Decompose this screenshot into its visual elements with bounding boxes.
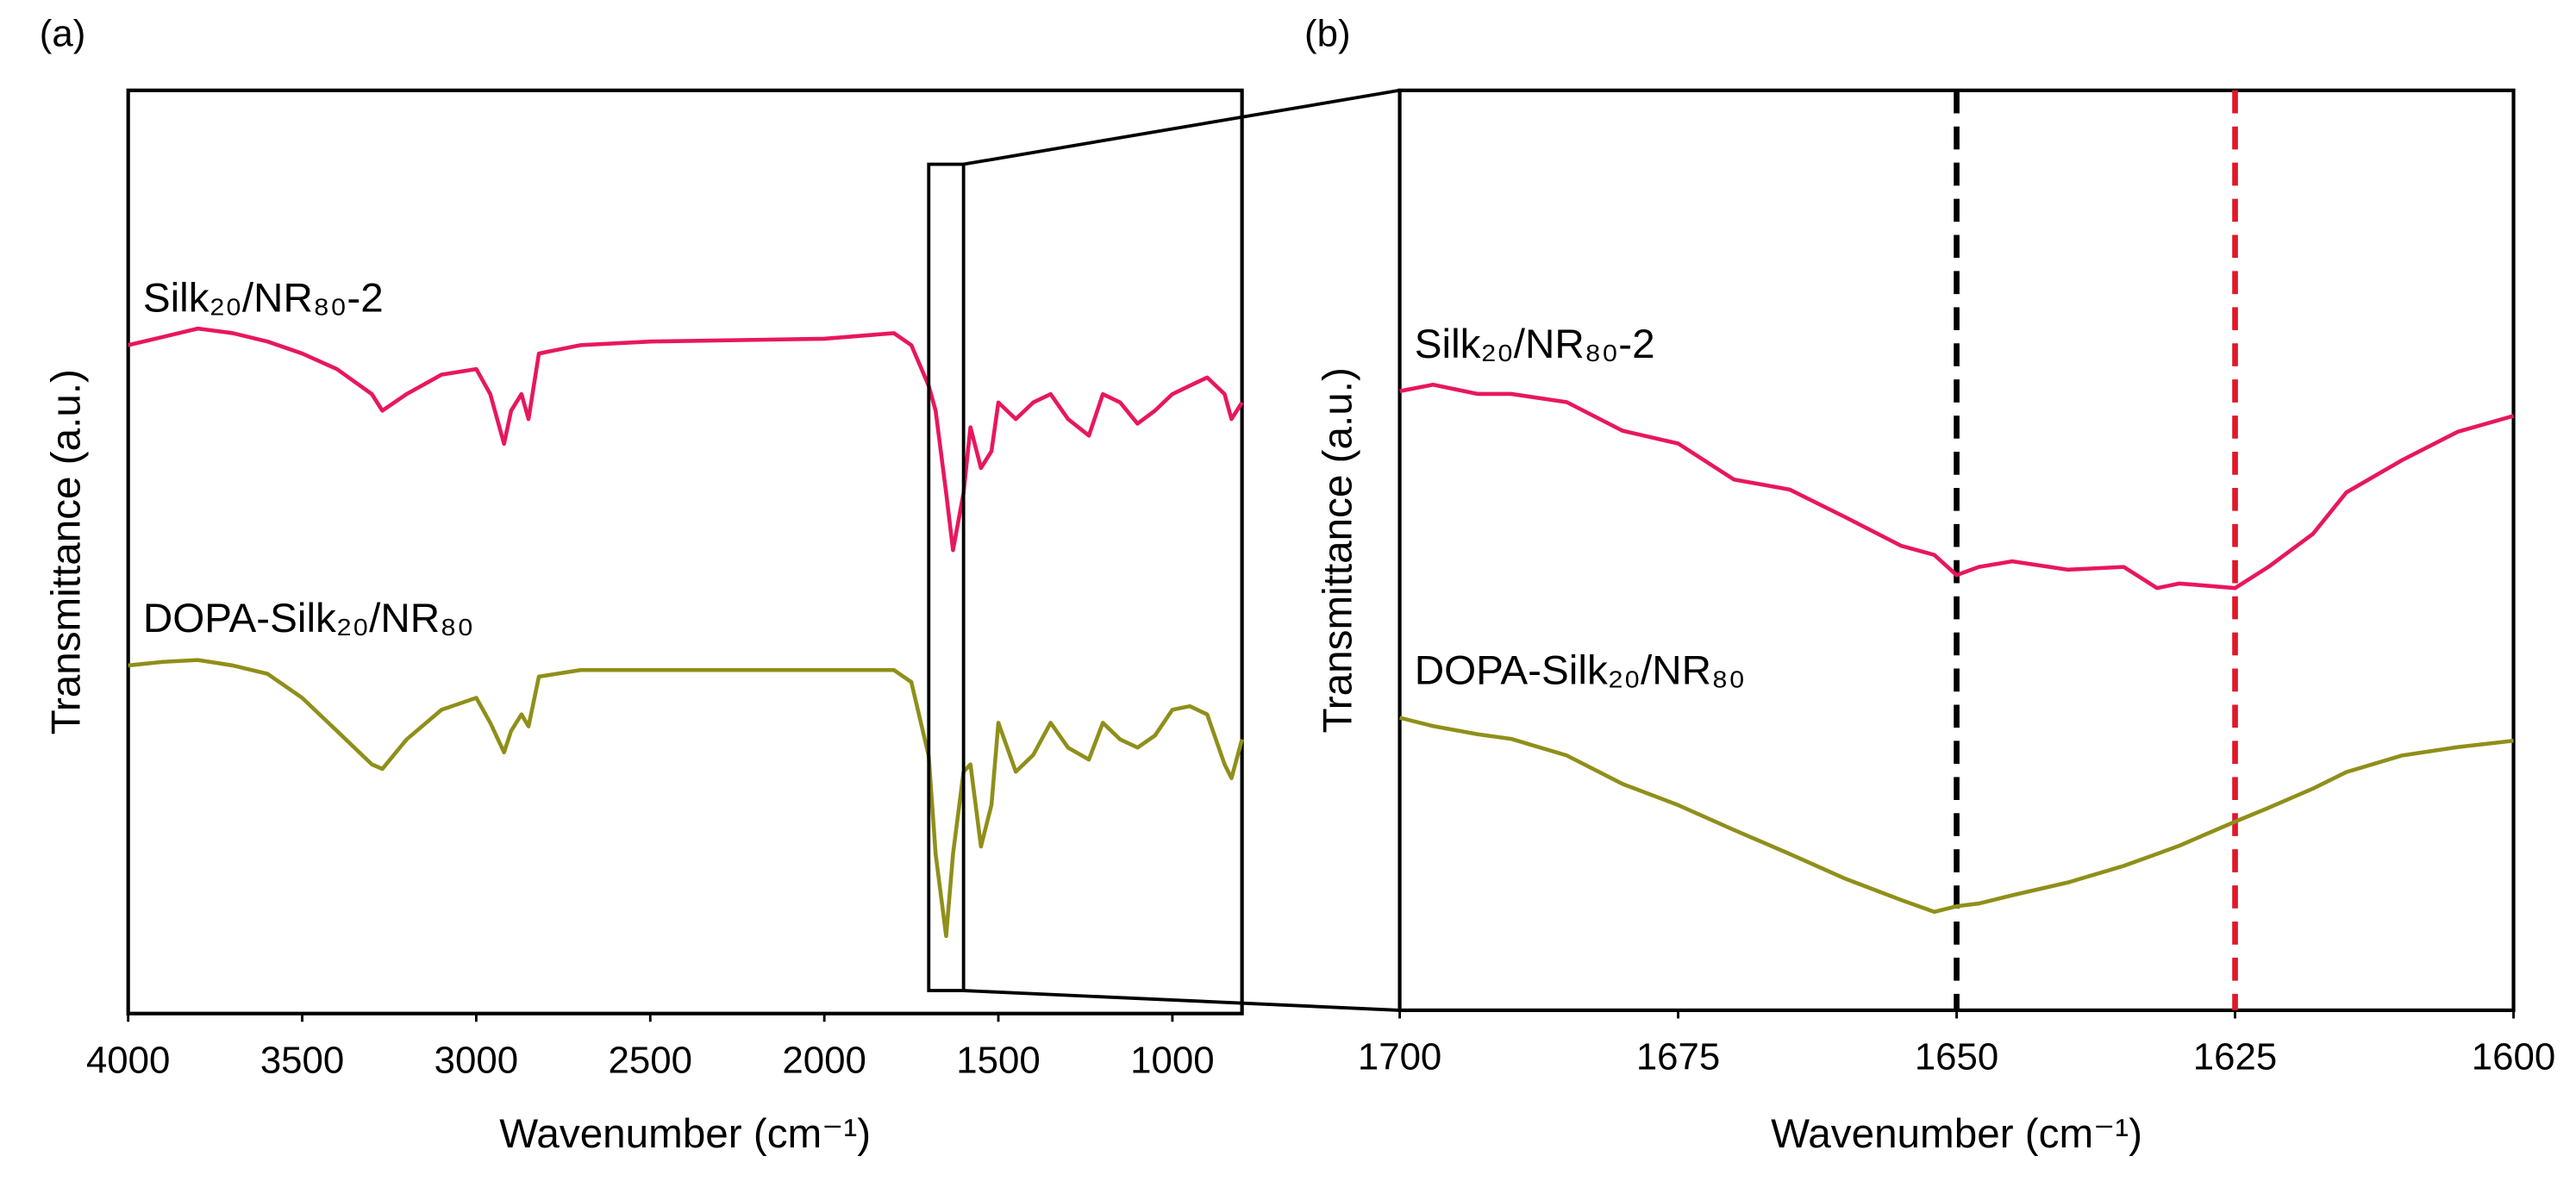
x-tick-label: 2000 xyxy=(782,1039,866,1081)
zoom-box xyxy=(927,162,966,992)
x-tick-label: 1600 xyxy=(2472,1036,2555,1078)
x-tick-label: 4000 xyxy=(86,1039,170,1081)
series-label: DOPA-Silk₂₀/NR₈₀ xyxy=(143,596,474,641)
plot-frame xyxy=(126,88,1244,1016)
x-tick-label: 3000 xyxy=(435,1039,518,1081)
series-line xyxy=(1399,382,2515,591)
y-axis-label: Transmittance (a.u.) xyxy=(44,369,90,734)
zoom-connector xyxy=(963,989,1400,1012)
x-tick-label: 2500 xyxy=(609,1039,692,1081)
series-line xyxy=(1399,716,2514,915)
x-axis-label: Wavenumber (cm⁻¹) xyxy=(1771,1111,2142,1157)
x-tick-label: 1500 xyxy=(956,1039,1040,1081)
x-axis-label: Wavenumber (cm⁻¹) xyxy=(499,1111,871,1157)
series-label: Silk₂₀/NR₈₀-2 xyxy=(143,276,384,322)
y-axis-label: Transmittance (a.u.) xyxy=(1316,367,1361,733)
x-tick-label: 1000 xyxy=(1130,1039,1214,1081)
panel-label: (a) xyxy=(40,13,86,55)
x-tick-label: 1675 xyxy=(1636,1036,1720,1078)
series-label: Silk₂₀/NR₈₀-2 xyxy=(1415,322,1655,367)
series-label: DOPA-Silk₂₀/NR₈₀ xyxy=(1415,648,1746,694)
series-line xyxy=(128,326,1244,553)
panel-label: (b) xyxy=(1304,13,1351,55)
x-tick-label: 1700 xyxy=(1358,1036,1441,1078)
x-tick-label: 1650 xyxy=(1915,1036,1998,1078)
x-tick-label: 3500 xyxy=(260,1039,344,1081)
series-line xyxy=(128,658,1244,939)
x-tick-label: 1625 xyxy=(2193,1036,2277,1078)
zoom-connector xyxy=(963,88,1400,166)
